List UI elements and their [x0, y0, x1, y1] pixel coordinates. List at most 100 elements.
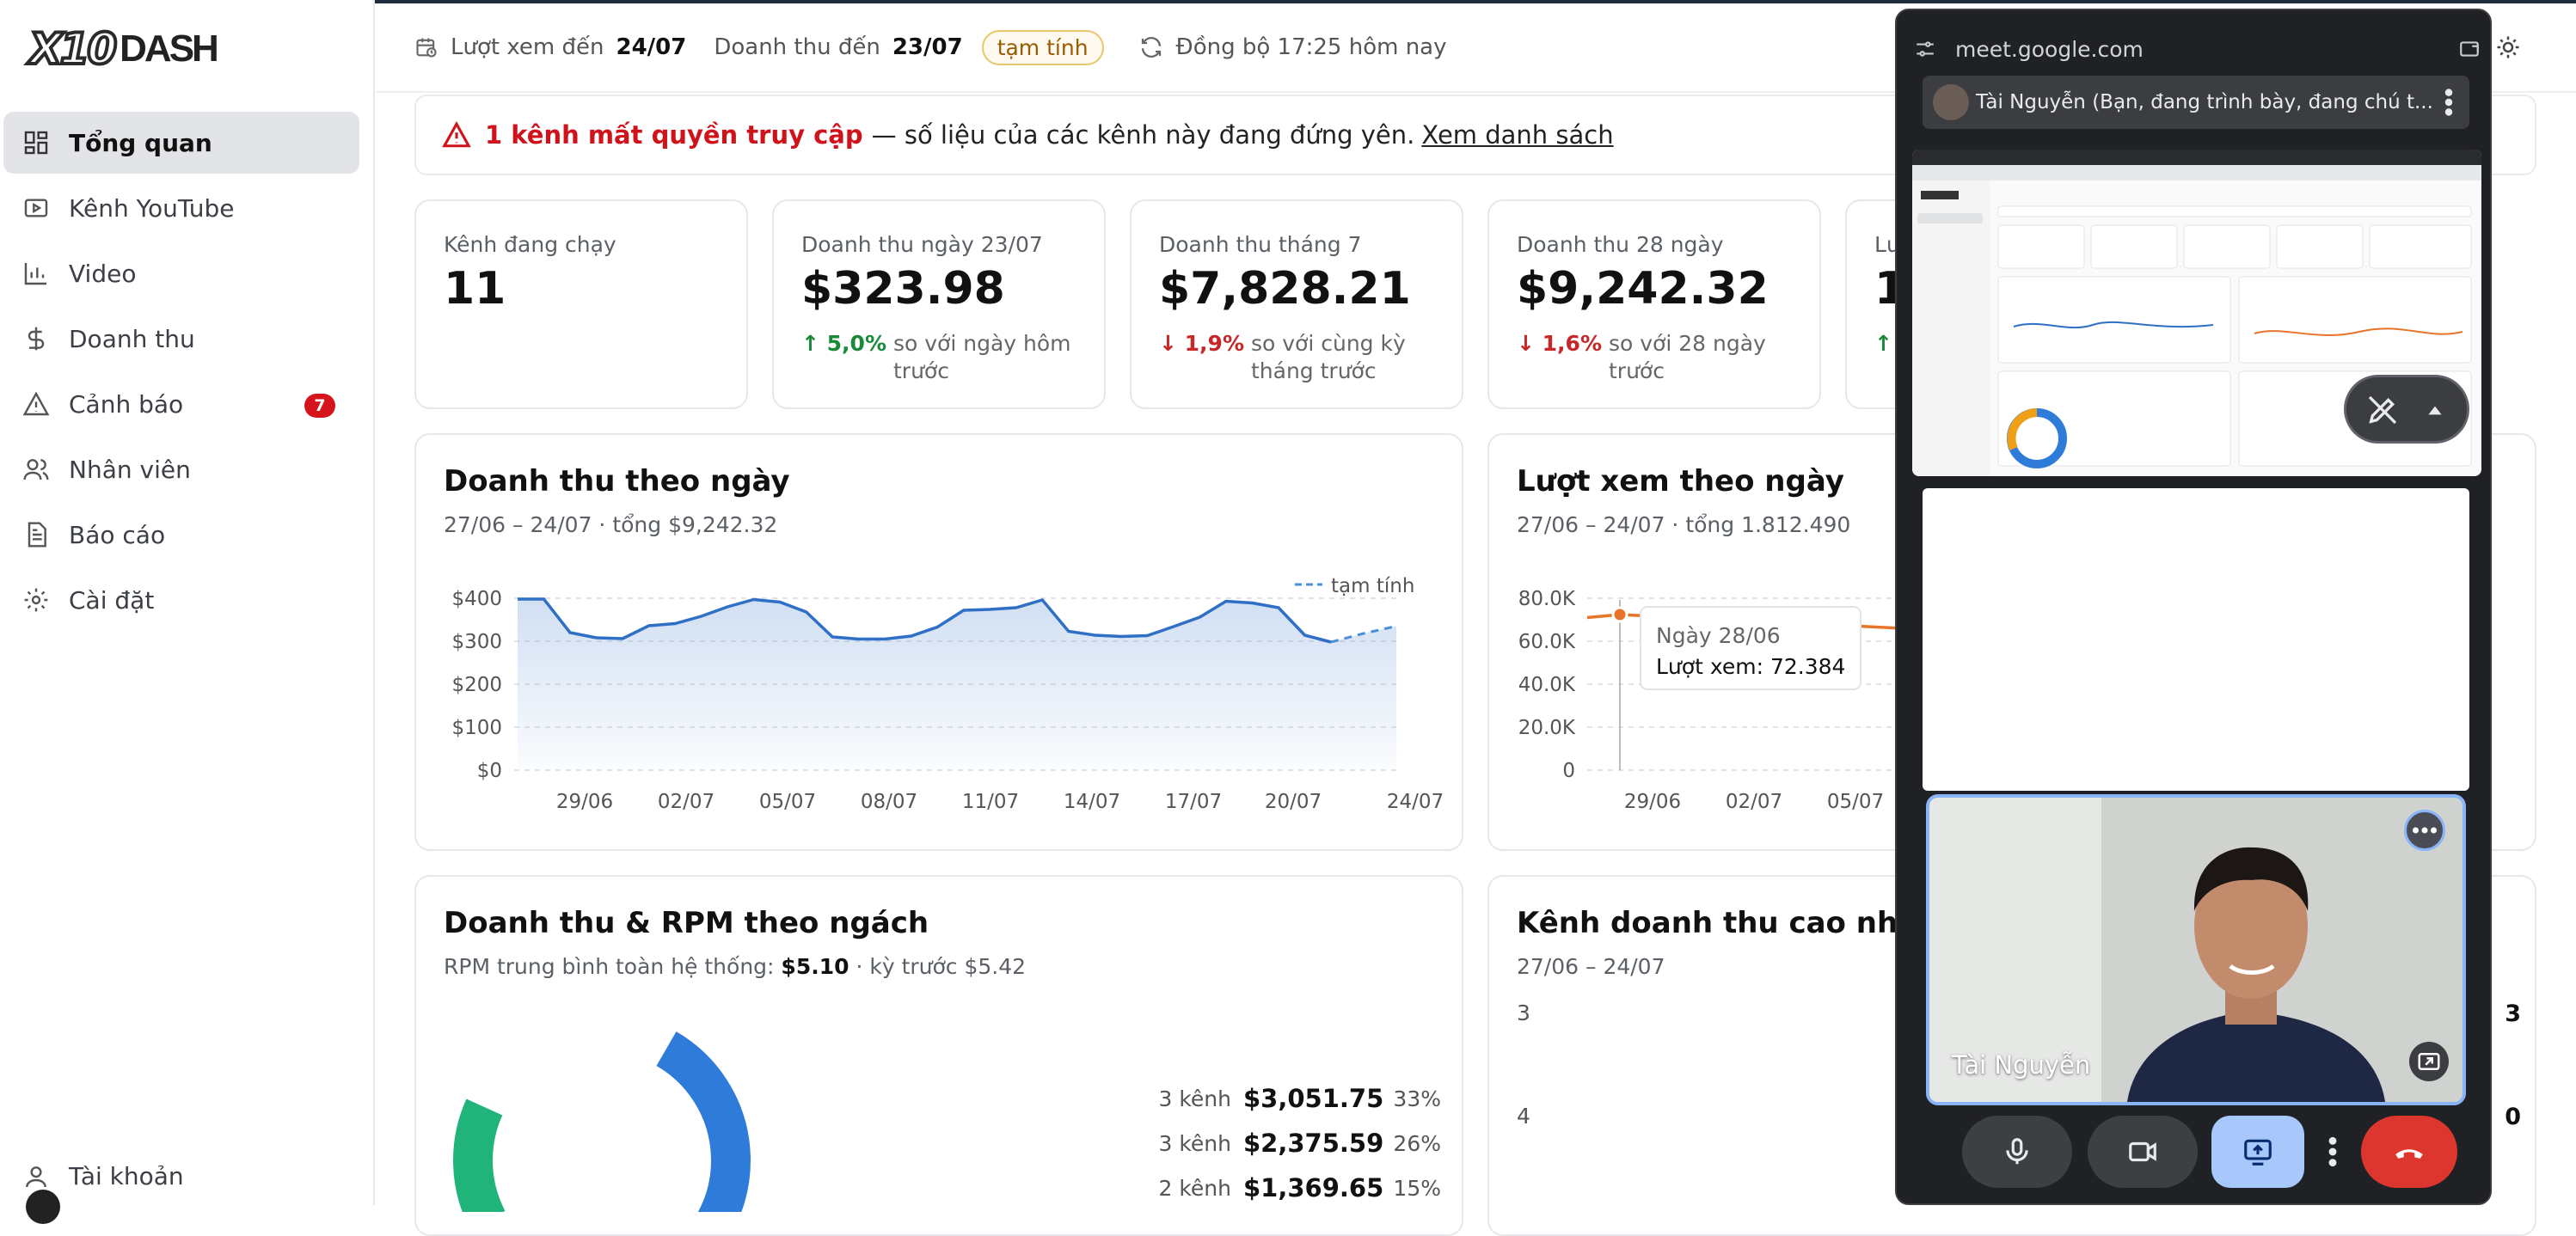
x-tick-label: 29/06	[556, 791, 613, 813]
participant-tile-blank	[1923, 488, 2469, 791]
x-tick-label: 14/07	[1064, 791, 1120, 813]
refresh-icon	[1141, 37, 1161, 58]
chart-title: Lượt xem theo ngày	[1517, 464, 1844, 499]
account-link[interactable]: Tài khoản	[22, 1162, 184, 1190]
logo-mark: X10	[28, 22, 119, 76]
chart-subtitle: 27/06 – 24/07	[1517, 954, 1665, 979]
stat-card-running-channels: Kênh đang chạy 11	[414, 199, 748, 409]
niche-table: 3 kênh $3,051.75 33% 3 kênh $2,375.59 26% 2 …	[1121, 1076, 1441, 1210]
y-tick-label: 80.0K	[1518, 588, 1576, 610]
x-tick-label: 08/07	[861, 791, 917, 813]
rank-number: 3	[1517, 1000, 1530, 1025]
channel-row-value: 3	[2505, 1000, 2521, 1027]
video-camera-icon	[2129, 1141, 2156, 1162]
pip-button[interactable]	[2409, 1042, 2449, 1081]
niche-row[interactable]: 2 kênh $1,369.65 15%	[1121, 1166, 1441, 1210]
cast-icon[interactable]	[2457, 38, 2481, 60]
present-screen-button[interactable]	[2211, 1116, 2304, 1188]
presenter-bar[interactable]: Tài Nguyễn (Bạn, đang trình bày, đang ch…	[1923, 76, 2469, 129]
participant-camera-tile[interactable]: Tài Nguyễn	[1926, 794, 2466, 1105]
meet-overlay-window[interactable]: meet.google.com Tài Nguyễn (Bạn, đang tr…	[1895, 9, 2492, 1205]
y-tick-label: 0	[1562, 760, 1575, 782]
sidebar-item-label: Báo cáo	[69, 520, 166, 549]
participant-options-button[interactable]	[2404, 810, 2445, 851]
niche-channels: 3 kênh	[1158, 1130, 1231, 1156]
stat-value: 11	[444, 263, 506, 315]
niche-channels: 2 kênh	[1158, 1175, 1231, 1201]
y-tick-label: 40.0K	[1518, 674, 1576, 696]
rpm-summary: RPM trung bình toàn hệ thống: $5.10 · kỳ…	[444, 954, 1026, 979]
users-icon	[23, 459, 49, 480]
donut-slice	[656, 1031, 751, 1212]
rpm-previous: · kỳ trước $5.42	[856, 954, 1027, 979]
camera-button[interactable]	[2088, 1116, 2198, 1188]
participant-name: Tài Nguyễn	[1952, 1050, 2091, 1080]
x-tick-label: 24/07	[1387, 791, 1444, 813]
niche-amount: $3,051.75	[1243, 1084, 1384, 1113]
stat-value: $7,828.21	[1159, 263, 1411, 315]
niche-percent: 15%	[1393, 1175, 1441, 1201]
rank-number: 4	[1517, 1104, 1530, 1129]
legend-label: tạm tính	[1331, 575, 1414, 597]
alert-text: — số liệu của các kênh này đang đứng yên…	[871, 120, 1415, 150]
view-list-link[interactable]: Xem danh sách	[1421, 120, 1614, 150]
chevron-up-icon	[2428, 406, 2442, 415]
chart-subtitle: 27/06 – 24/07 · tổng 1.812.490	[1517, 512, 1851, 537]
sidebar-item-youtube[interactable]: Kênh YouTube	[3, 177, 359, 239]
stat-delta-down: ↓ 1,6%	[1517, 331, 1602, 356]
stat-value: $323.98	[801, 263, 1005, 315]
youtube-icon	[24, 199, 48, 217]
stat-card-daily-revenue: Doanh thu ngày 23/07 $323.98 ↑ 5,0% so vớ…	[772, 199, 1106, 409]
theme-toggle-icon[interactable]	[2495, 34, 2521, 60]
sidebar-item-reports[interactable]: Báo cáo	[3, 504, 359, 566]
tooltip-value: Lượt xem: 72.384	[1656, 654, 1845, 679]
sync-text: Đồng bộ 17:25 hôm nay	[1175, 34, 1447, 60]
annotate-button[interactable]	[2344, 375, 2469, 444]
leave-call-button[interactable]	[2361, 1116, 2457, 1188]
brand-logo[interactable]: X10 DASH	[28, 22, 219, 76]
provisional-line	[1330, 625, 1397, 644]
y-tick-label: $0	[477, 760, 502, 782]
rpm-value: $5.10	[781, 954, 849, 979]
pip-icon	[2418, 1053, 2440, 1070]
more-options-button[interactable]	[2315, 1116, 2351, 1188]
provisional-badge: tạm tính	[981, 29, 1104, 65]
sidebar-item-label: Doanh thu	[69, 324, 195, 353]
niche-donut-chart	[453, 1031, 751, 1212]
sidebar-item-video[interactable]: Video	[3, 242, 359, 304]
x-tick-label: 05/07	[1827, 791, 1884, 813]
tooltip-box	[1640, 606, 1861, 690]
avatar[interactable]	[26, 1190, 60, 1224]
niche-row[interactable]: 3 kênh $3,051.75 33%	[1121, 1076, 1441, 1121]
sidebar-item-alerts[interactable]: Cảnh báo 7	[3, 373, 359, 435]
donut-slice	[453, 1098, 506, 1212]
more-options-icon[interactable]	[2444, 88, 2454, 117]
x-tick-label: 02/07	[1726, 791, 1782, 813]
niche-revenue-card: Doanh thu & RPM theo ngách RPM trung bìn…	[414, 875, 1463, 1236]
site-settings-icon[interactable]	[1914, 38, 1936, 60]
presenter-name: Tài Nguyễn (Bạn, đang trình bày, đang ch…	[1976, 91, 2433, 113]
views-date-label: Lượt xem đến	[451, 34, 604, 60]
x-tick-label: 20/07	[1265, 791, 1322, 813]
access-alert-banner: 1 kênh mất quyền truy cập — số liệu của …	[414, 95, 2536, 175]
niche-row[interactable]: 3 kênh $2,375.59 26%	[1121, 1121, 1441, 1166]
sidebar-item-revenue[interactable]: Doanh thu	[3, 308, 359, 370]
pen-off-icon	[2368, 395, 2397, 425]
microphone-button[interactable]	[1962, 1116, 2072, 1188]
stat-label: Kênh đang chạy	[444, 232, 616, 257]
y-tick-label: $100	[451, 717, 502, 739]
alert-count-badge: 7	[304, 394, 335, 418]
sidebar-item-label: Cài đặt	[69, 585, 155, 615]
sidebar-item-staff[interactable]: Nhân viên	[3, 438, 359, 500]
sidebar: X10 DASH Tổng quan Kênh YouTube Video Do…	[0, 0, 375, 1224]
y-tick-label: $400	[451, 588, 502, 610]
more-vertical-icon	[2328, 1136, 2337, 1167]
presenter-avatar	[1933, 84, 1969, 120]
more-horizontal-icon	[2413, 827, 2437, 834]
niche-percent: 26%	[1393, 1130, 1441, 1156]
sidebar-item-overview[interactable]: Tổng quan	[3, 112, 359, 174]
stat-card-monthly-revenue: Doanh thu tháng 7 $7,828.21 ↓ 1,9% so với…	[1130, 199, 1463, 409]
bar-chart-icon	[24, 263, 46, 285]
sync-status[interactable]: Đồng bộ 17:25 hôm nay	[1138, 34, 1447, 60]
sidebar-item-settings[interactable]: Cài đặt	[3, 569, 359, 631]
